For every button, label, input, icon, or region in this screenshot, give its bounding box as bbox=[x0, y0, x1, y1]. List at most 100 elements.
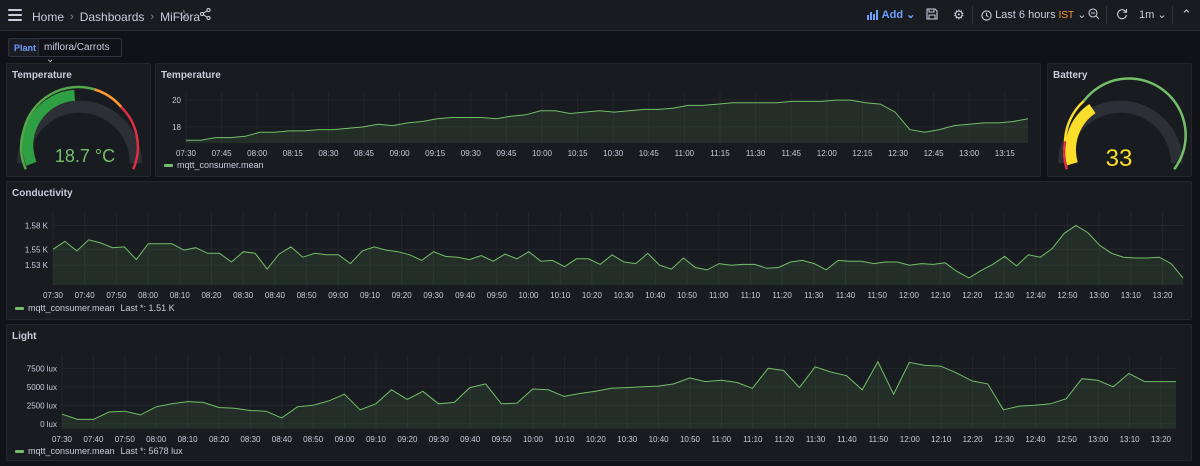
x-tick-label: 09:30 bbox=[423, 291, 444, 300]
x-tick-label: 10:30 bbox=[614, 291, 635, 300]
time-range-picker[interactable]: Last 6 hours IST ⌄ bbox=[981, 8, 1086, 21]
add-button-label: Add bbox=[881, 9, 904, 21]
x-tick-label: 11:50 bbox=[869, 435, 889, 444]
x-tick-label: 13:20 bbox=[1151, 435, 1172, 444]
x-tick-label: 07:40 bbox=[83, 435, 104, 444]
x-tick-label: 12:50 bbox=[1057, 291, 1078, 300]
save-icon[interactable] bbox=[926, 8, 938, 23]
timezone-badge: IST bbox=[1058, 10, 1075, 21]
series-line bbox=[52, 224, 1184, 279]
x-tick-label: 10:00 bbox=[518, 291, 539, 300]
light-panel[interactable]: Light 0 lux 2500 lux 5000 lux 7500 lux 07:30… bbox=[6, 324, 1192, 461]
series-line bbox=[186, 99, 1029, 141]
toolbar-divider bbox=[1172, 6, 1173, 24]
battery-gauge-panel[interactable]: Battery 33 bbox=[1047, 63, 1192, 177]
x-tick-label: 13:20 bbox=[1152, 291, 1173, 300]
variable-label: Plant bbox=[8, 38, 43, 57]
gauge-value-arc bbox=[1065, 104, 1096, 166]
x-tick-label: 12:00 bbox=[817, 149, 838, 158]
zoom-out-icon[interactable] bbox=[1088, 8, 1100, 23]
x-tick-label: 11:00 bbox=[675, 149, 695, 158]
x-tick-label: 07:40 bbox=[75, 291, 96, 300]
plant-select[interactable]: miflora/Carrots ⌄ bbox=[38, 38, 122, 65]
x-tick-label: 09:15 bbox=[425, 149, 446, 158]
x-tick-label: 12:20 bbox=[962, 291, 983, 300]
refresh-icon[interactable] bbox=[1116, 8, 1128, 23]
x-tick-label: 08:10 bbox=[178, 435, 199, 444]
x-tick-label: 12:30 bbox=[994, 291, 1015, 300]
chevron-down-icon: ⌄ bbox=[906, 9, 916, 21]
x-tick-label: 09:10 bbox=[360, 291, 381, 300]
x-tick-label: 08:40 bbox=[272, 435, 293, 444]
x-tick-label: 07:30 bbox=[176, 149, 197, 158]
share-icon[interactable] bbox=[199, 7, 211, 23]
legend-label: mqtt_consumer.mean bbox=[28, 303, 115, 313]
x-tick-label: 10:50 bbox=[677, 291, 698, 300]
gauge-threshold-green bbox=[19, 130, 27, 170]
chart-legend[interactable]: mqtt_consumer.mean Last *: 1.51 K bbox=[15, 303, 175, 313]
add-button[interactable]: Add ⌄ bbox=[867, 8, 915, 21]
temperature-gauge-panel[interactable]: Temperature 18.7 °C bbox=[6, 63, 151, 177]
temperature-gauge: 18.7 °C bbox=[17, 85, 142, 170]
x-tick-label: 07:30 bbox=[43, 291, 64, 300]
chevron-up-icon[interactable]: ⌃ bbox=[1181, 7, 1192, 22]
x-tick-label: 11:00 bbox=[712, 435, 732, 444]
gauge-threshold-yellow bbox=[1063, 100, 1085, 142]
x-tick-label: 11:40 bbox=[837, 435, 857, 444]
breadcrumb-home[interactable]: Home bbox=[32, 9, 65, 24]
x-tick-label: 10:20 bbox=[586, 435, 607, 444]
x-tick-label: 09:30 bbox=[461, 149, 482, 158]
x-tick-label: 11:50 bbox=[867, 291, 887, 300]
legend-swatch bbox=[15, 450, 24, 454]
x-tick-label: 09:10 bbox=[366, 435, 387, 444]
chevron-down-icon: ⌄ bbox=[46, 54, 55, 65]
x-tick-label: 10:30 bbox=[603, 149, 624, 158]
breadcrumb-current: MiFlora bbox=[160, 9, 201, 24]
legend-label: mqtt_consumer.mean bbox=[177, 160, 264, 170]
x-tick-label: 13:15 bbox=[995, 149, 1016, 158]
x-tick-label: 07:50 bbox=[115, 435, 136, 444]
x-tick-label: 08:20 bbox=[209, 435, 230, 444]
menu-icon[interactable] bbox=[8, 9, 22, 21]
y-tick-label: 1.53 K bbox=[25, 261, 49, 270]
breadcrumb-dashboards[interactable]: Dashboards bbox=[79, 9, 145, 24]
x-tick-label: 11:10 bbox=[741, 291, 761, 300]
y-tick-label: 2500 lux bbox=[27, 401, 57, 410]
x-tick-label: 08:50 bbox=[303, 435, 324, 444]
chart-legend[interactable]: mqtt_consumer.mean Last *: 5678 lux bbox=[15, 446, 183, 456]
y-tick-label: 7500 lux bbox=[27, 364, 57, 373]
x-tick-label: 12:15 bbox=[852, 149, 873, 158]
x-tick-label: 11:30 bbox=[804, 291, 824, 300]
gauge-threshold-red bbox=[120, 106, 140, 170]
x-tick-label: 13:00 bbox=[1089, 291, 1110, 300]
x-tick-label: 10:15 bbox=[568, 149, 589, 158]
x-tick-label: 12:40 bbox=[1025, 435, 1046, 444]
chevron-down-icon: ⌄ bbox=[1077, 9, 1087, 21]
gauge-value-arc bbox=[22, 89, 76, 166]
light-chart: 0 lux 2500 lux 5000 lux 7500 lux 07:30 07:40 0… bbox=[27, 355, 1176, 444]
gear-icon[interactable]: ⚙ bbox=[953, 7, 965, 22]
gauge-threshold-green bbox=[22, 85, 96, 131]
temperature-chart-panel[interactable]: Temperature 18 20 07:30 07:45 08:00 08:15 08:3… bbox=[155, 63, 1041, 177]
gauge-threshold-green bbox=[1082, 77, 1187, 171]
x-tick-label: 08:15 bbox=[283, 149, 304, 158]
series-area-fill bbox=[62, 361, 1176, 429]
x-tick-label: 08:30 bbox=[318, 149, 339, 158]
chart-legend[interactable]: mqtt_consumer.mean bbox=[164, 160, 264, 170]
panel-title: Temperature bbox=[161, 70, 221, 81]
top-nav-bar: Home › Dashboards › MiFlora ☆ Add ⌄ ⚙ Last 6… bbox=[0, 0, 1200, 31]
y-tick-label: 0 lux bbox=[40, 420, 57, 429]
plant-select-value: miflora/Carrots bbox=[44, 42, 110, 53]
x-tick-label: 10:40 bbox=[649, 435, 670, 444]
refresh-interval-picker[interactable]: 1m ⌄ bbox=[1139, 8, 1167, 21]
conductivity-panel[interactable]: Conductivity 1.53 K 1.55 K 1.58 K 07:30 07:4… bbox=[6, 181, 1192, 320]
x-tick-label: 08:45 bbox=[354, 149, 375, 158]
x-tick-label: 13:00 bbox=[1088, 435, 1109, 444]
star-icon[interactable]: ☆ bbox=[178, 7, 190, 22]
toolbar-divider bbox=[972, 6, 973, 24]
x-tick-label: 11:30 bbox=[746, 149, 766, 158]
x-tick-label: 11:00 bbox=[709, 291, 729, 300]
x-tick-label: 10:10 bbox=[550, 291, 571, 300]
series-line bbox=[61, 360, 1176, 420]
x-tick-label: 08:30 bbox=[233, 291, 254, 300]
